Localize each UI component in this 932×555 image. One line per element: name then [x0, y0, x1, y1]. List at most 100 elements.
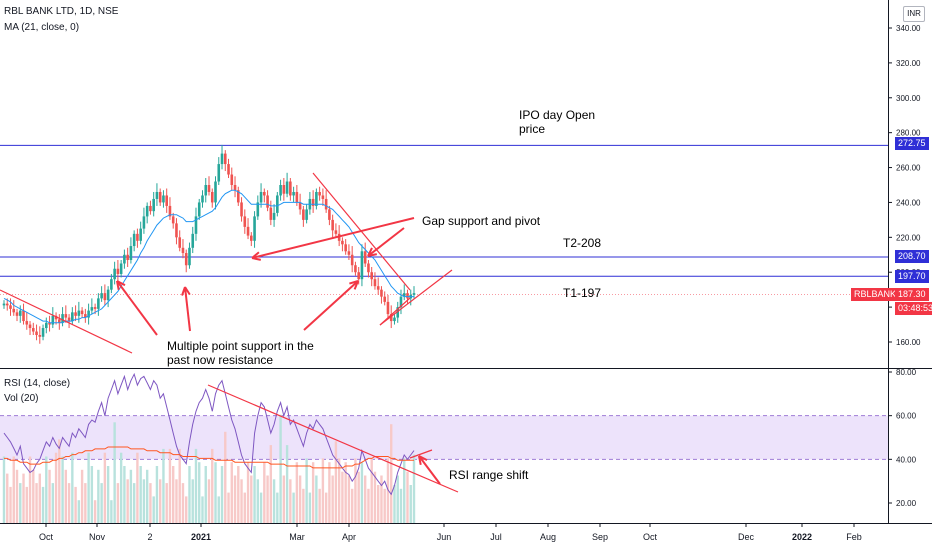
candle-body	[402, 293, 406, 297]
rsi-tick-label: 60.00	[896, 412, 917, 421]
candle-body	[97, 298, 100, 309]
chart-title: RBL BANK LTD, 1D, NSE	[4, 6, 119, 17]
volume-bar	[136, 452, 139, 523]
candle-body	[145, 205, 149, 217]
volume-bar	[367, 488, 370, 523]
candle-body	[25, 321, 29, 325]
volume-bar	[152, 496, 155, 523]
candle-body	[84, 314, 87, 318]
volume-bar	[220, 466, 224, 523]
candle-body	[188, 247, 191, 266]
volume-bar	[315, 475, 318, 523]
volume-bar	[100, 483, 103, 523]
volume-bar	[2, 456, 6, 523]
candle-body	[285, 181, 289, 194]
volume-bar	[71, 452, 74, 523]
candle-body	[214, 181, 217, 203]
volume-bar	[38, 473, 41, 523]
annotation-t2: T2-208	[563, 236, 602, 250]
volume-bar	[172, 466, 175, 523]
volume-bar	[347, 475, 351, 523]
candle-body	[90, 307, 94, 311]
arrow-multi-support-3-head	[349, 280, 359, 285]
rsi-legend: RSI (14, close)	[4, 378, 71, 389]
volume-bar	[25, 486, 28, 523]
volume-bar	[54, 452, 58, 523]
ma-line	[3, 189, 414, 324]
price-tick-label: 260.00	[896, 164, 921, 173]
candle-body	[354, 265, 357, 273]
candle-body	[289, 181, 292, 196]
price-tick-label: 280.00	[896, 129, 921, 138]
time-tick-label: Jul	[490, 532, 502, 542]
volume-bar	[84, 483, 87, 523]
candle-body	[298, 202, 302, 210]
volume-bar	[145, 469, 149, 523]
volume-bar	[214, 462, 217, 523]
candle-body	[370, 272, 373, 280]
candle-body	[240, 202, 243, 217]
volume-bar	[406, 471, 409, 523]
candle-body	[367, 263, 370, 273]
volume-bar	[250, 475, 253, 523]
volume-bar	[396, 475, 399, 523]
candle-body	[376, 286, 380, 290]
volume-bar	[282, 475, 286, 523]
arrow-rsi-shift	[418, 455, 441, 485]
candle-body	[142, 216, 146, 229]
candle-body	[246, 226, 250, 236]
candle-body	[100, 293, 103, 299]
volume-bar	[383, 488, 386, 523]
volume-bar	[279, 414, 282, 523]
candle-body	[380, 289, 383, 297]
candle-body	[2, 303, 6, 306]
price-tick-label: 240.00	[896, 198, 921, 207]
volume-bar	[204, 466, 207, 523]
volume-bar	[256, 479, 260, 523]
volume-bar	[51, 483, 55, 523]
candle-body	[328, 209, 331, 220]
time-tick-label: 2021	[191, 532, 211, 542]
price-tick-label: 340.00	[896, 24, 921, 33]
volume-bar	[253, 466, 256, 523]
volume-bar	[292, 492, 295, 523]
volume-bar	[393, 485, 396, 523]
trendline-price-down	[312, 172, 411, 291]
candle-body	[103, 293, 107, 301]
volume-bar	[211, 448, 214, 523]
candle-body	[344, 244, 347, 252]
candle-body	[152, 198, 155, 212]
volume-bar	[103, 452, 107, 523]
candle-body	[54, 315, 58, 320]
candle-body	[194, 216, 198, 234]
candle-body	[71, 312, 74, 322]
time-tick-label: Aug	[540, 532, 556, 542]
volume-bar	[318, 488, 321, 523]
arrow-gap-pivot-head	[367, 247, 373, 257]
currency-button[interactable]: INR	[903, 6, 925, 22]
ma-legend: MA (21, close, 0)	[4, 22, 80, 33]
candle-body	[386, 301, 390, 315]
volume-bar	[272, 479, 276, 523]
candle-body	[119, 263, 123, 274]
annotation-gap: Gap support and pivot	[422, 214, 541, 228]
candle-body	[110, 279, 113, 290]
candle-body	[341, 240, 344, 245]
time-tick-label: Apr	[342, 532, 356, 542]
volume-bar	[77, 500, 81, 523]
volume-bar	[298, 475, 302, 523]
volume-bar	[237, 466, 240, 523]
volume-bar	[67, 483, 71, 523]
candle-body	[171, 216, 175, 224]
candle-body	[263, 191, 266, 196]
candle-body	[282, 185, 286, 194]
candle-body	[38, 335, 42, 337]
volume-bar	[12, 456, 15, 523]
candle-body	[233, 185, 237, 191]
volume-bar	[162, 448, 165, 523]
volume-bar	[321, 458, 325, 523]
price-tick-label: 220.00	[896, 233, 921, 242]
volume-bar	[334, 441, 338, 523]
